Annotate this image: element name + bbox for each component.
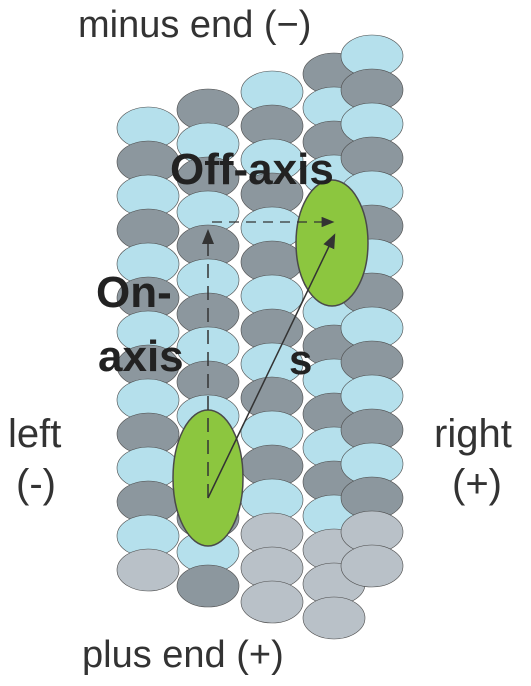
right-sign-label: (+): [452, 462, 502, 506]
tubulin-subunit: [302, 596, 366, 640]
right-label: right: [434, 412, 512, 456]
tubulin-subunit: [176, 564, 240, 608]
plus-end-label: plus end (+): [82, 634, 284, 676]
tubulin-subunit: [240, 580, 304, 624]
minus-end-label: minus end (−): [78, 4, 312, 46]
left-sign-label: (-): [16, 462, 56, 506]
on-axis-label-line2: axis: [98, 332, 184, 381]
on-axis-label-line1: On-: [96, 268, 172, 317]
tubulin-subunit: [340, 544, 404, 588]
step-label: s: [289, 336, 313, 383]
tubulin-subunit: [116, 548, 180, 592]
motor-head-end: [295, 179, 369, 307]
left-label: left: [8, 412, 62, 456]
step-arrow: [207, 233, 336, 499]
off-axis-label: Off-axis: [170, 145, 334, 194]
